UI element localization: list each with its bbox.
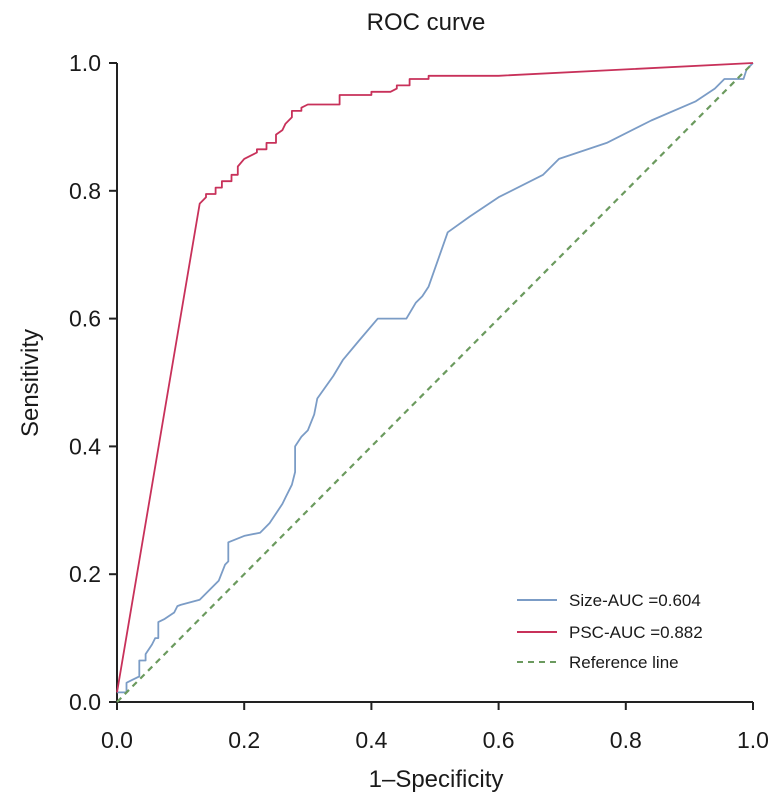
legend-label-3: Reference line	[569, 653, 679, 672]
y-tick-label: 1.0	[69, 50, 101, 76]
x-tick-label: 0.8	[610, 727, 642, 753]
y-tick-label: 0.4	[69, 433, 101, 459]
x-tick-label: 0.6	[483, 727, 515, 753]
legend-label-1: Size-AUC =0.604	[569, 591, 701, 610]
y-tick-label: 0.6	[69, 306, 101, 332]
axes: 0.0 0.2 0.4 0.6 0.8 1.0 0.0 0.2 0.4 0.6 0.8 1.0	[69, 50, 769, 753]
x-tick-label: 1.0	[737, 727, 769, 753]
x-axis-title: 1–Specificity	[369, 766, 504, 793]
y-tick-label: 0.8	[69, 178, 101, 204]
y-tick-label: 0.2	[69, 561, 101, 587]
x-tick-label: 0.0	[101, 727, 133, 753]
y-axis-title: Sensitivity	[17, 329, 44, 437]
legend-label-2: PSC-AUC =0.882	[569, 623, 703, 642]
x-tick-label: 0.4	[355, 727, 387, 753]
chart-title: ROC curve	[367, 9, 486, 36]
series-line-1	[117, 62, 754, 694]
y-tick-label: 0.0	[69, 689, 101, 715]
x-tick-label: 0.2	[228, 727, 260, 753]
series-line-2	[116, 62, 754, 693]
legend: Size-AUC =0.604 PSC-AUC =0.882 Reference l…	[517, 591, 703, 672]
series-line-3	[116, 62, 754, 703]
plot-area	[116, 62, 754, 703]
